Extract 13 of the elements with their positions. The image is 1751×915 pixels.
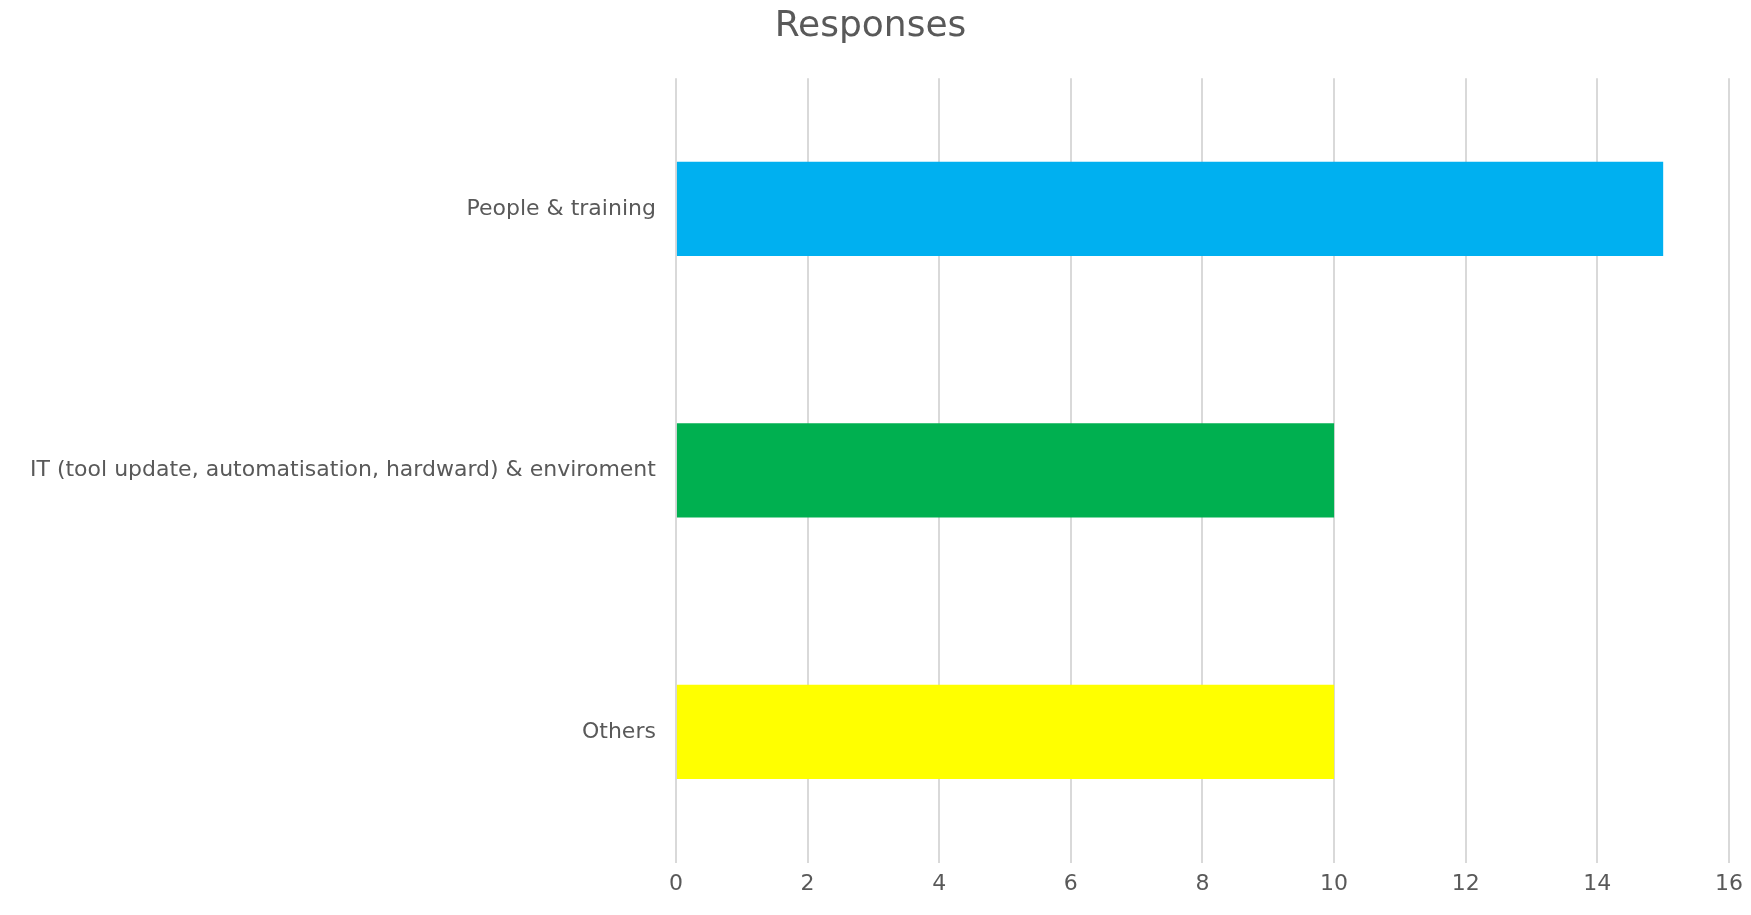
x-tick-label: 12 — [1451, 869, 1480, 895]
y-tick-label: People & training — [466, 194, 656, 220]
x-tick-label: 16 — [1715, 869, 1743, 895]
x-tick-label: 4 — [932, 869, 947, 895]
x-tick-label: 10 — [1320, 869, 1349, 895]
x-tick-label: 0 — [668, 869, 683, 895]
y-tick-label: Others — [581, 717, 656, 743]
y-tick-label: IT (tool update, automatisation, hardward) & enviroment — [29, 456, 657, 482]
chart-title: Responses — [774, 2, 967, 44]
x-tick-label: 6 — [1063, 869, 1078, 895]
x-tick-label: 14 — [1583, 869, 1612, 895]
x-tick-label: 8 — [1195, 869, 1210, 895]
x-tick-label: 2 — [800, 869, 815, 895]
